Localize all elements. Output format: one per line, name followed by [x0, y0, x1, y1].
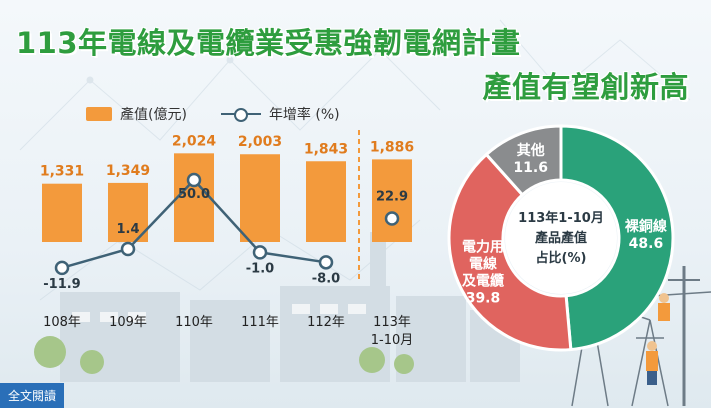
- legend-line-marker: [233, 108, 248, 122]
- factory-window: [348, 304, 366, 314]
- donut-slice-2: [484, 124, 563, 197]
- growth-rate-point-4: [318, 255, 334, 270]
- bar-value-label: 1,843: [304, 141, 348, 157]
- growth-rate-point-0: [54, 260, 70, 276]
- tree: [359, 347, 385, 373]
- bar-value-label: 2,024: [172, 133, 217, 149]
- bar-1: [108, 182, 148, 242]
- legend-bar-swatch: [86, 107, 112, 121]
- read-more-button[interactable]: 全文閱讀: [0, 383, 65, 408]
- bar-5: [372, 159, 412, 242]
- worker-body: [658, 303, 670, 321]
- growth-rate-label: -8.0: [312, 271, 340, 286]
- x-tick-label: 113年: [373, 315, 411, 330]
- bar-4: [306, 161, 346, 242]
- donut-hole: [505, 182, 617, 294]
- legend-line-label: 年增率 (%): [268, 107, 340, 123]
- chart-legend: 產值(億元) 年增率 (%): [86, 104, 340, 124]
- factory-chimney: [370, 232, 386, 302]
- tree: [80, 350, 104, 374]
- x-tick-label: 1-10月: [371, 333, 414, 348]
- title-line-2: 產值有望創新高: [482, 70, 689, 104]
- donut-slice-label: 其他: [517, 142, 545, 159]
- tree: [394, 354, 414, 374]
- factory-window: [128, 312, 146, 322]
- growth-rate-point-2: [186, 172, 202, 188]
- worker-head: [659, 293, 669, 303]
- donut-slice-value: 48.6: [629, 236, 664, 252]
- donut-slice-label: 裸銅線: [625, 218, 667, 235]
- network-node: [376, 46, 384, 54]
- donut-slice-value: 39.8: [466, 290, 501, 306]
- growth-rate-label: 50.0: [178, 187, 210, 202]
- network-node: [86, 76, 94, 84]
- bar-value-label: 1,349: [106, 163, 150, 179]
- donut-center-title: 113年1-10月: [518, 210, 604, 226]
- network-node: [226, 56, 234, 64]
- worker-head: [647, 341, 657, 351]
- network-node: [556, 86, 564, 94]
- donut-slice-label: 電力用: [462, 238, 504, 255]
- x-tick-label: 112年: [307, 315, 345, 330]
- x-tick-label: 110年: [175, 315, 213, 330]
- worker-body: [646, 351, 658, 371]
- legend-line-swatch: [220, 107, 261, 122]
- growth-rate-label: 1.4: [116, 222, 139, 237]
- x-tick-label: 109年: [109, 315, 147, 330]
- factory-building: [190, 300, 270, 382]
- growth-rate-label: -1.0: [246, 261, 274, 276]
- bar-value-label: 1,331: [40, 164, 84, 180]
- title-line-1: 113年電線及電纜業受惠強韌電網計畫: [16, 26, 521, 60]
- factory-window: [72, 312, 90, 322]
- network-line: [39, 219, 421, 301]
- donut-slice-value: 11.6: [513, 160, 548, 176]
- bar-value-label: 2,003: [238, 134, 282, 150]
- donut-slice-label: 電線: [469, 255, 497, 272]
- donut-center-title: 占比(%): [536, 250, 587, 266]
- legend-bar-label: 產值(億元): [120, 107, 187, 123]
- donut-slice-1: [447, 152, 573, 352]
- bar-0: [42, 183, 82, 242]
- growth-rate-label: 22.9: [376, 189, 408, 204]
- bar-3: [240, 154, 280, 242]
- factory-window: [100, 312, 118, 322]
- tree: [34, 336, 66, 368]
- donut-center-title: 產品產值: [534, 230, 587, 246]
- x-tick-label: 108年: [43, 315, 81, 330]
- factory-window: [292, 304, 310, 314]
- factory-window: [320, 304, 338, 314]
- bar-2: [174, 153, 214, 242]
- bar-line-chart: 1,331 108年 1,349 109年 2,024 110年 2,003 111年 1,84…: [40, 130, 414, 348]
- donut-slice-label: 及電纜: [462, 272, 504, 289]
- donut-slice-0: [559, 124, 675, 352]
- factory-building: [60, 292, 180, 382]
- bar-value-label: 1,886: [370, 139, 414, 155]
- x-tick-label: 111年: [241, 315, 279, 330]
- network-line: [19, 49, 441, 151]
- worker-legs: [647, 371, 657, 385]
- growth-rate-point-5: [384, 211, 400, 226]
- growth-rate-point-1: [120, 241, 136, 257]
- network-line: [499, 19, 691, 101]
- growth-rate-label: -11.9: [43, 277, 80, 292]
- growth-rate-point-3: [252, 245, 268, 260]
